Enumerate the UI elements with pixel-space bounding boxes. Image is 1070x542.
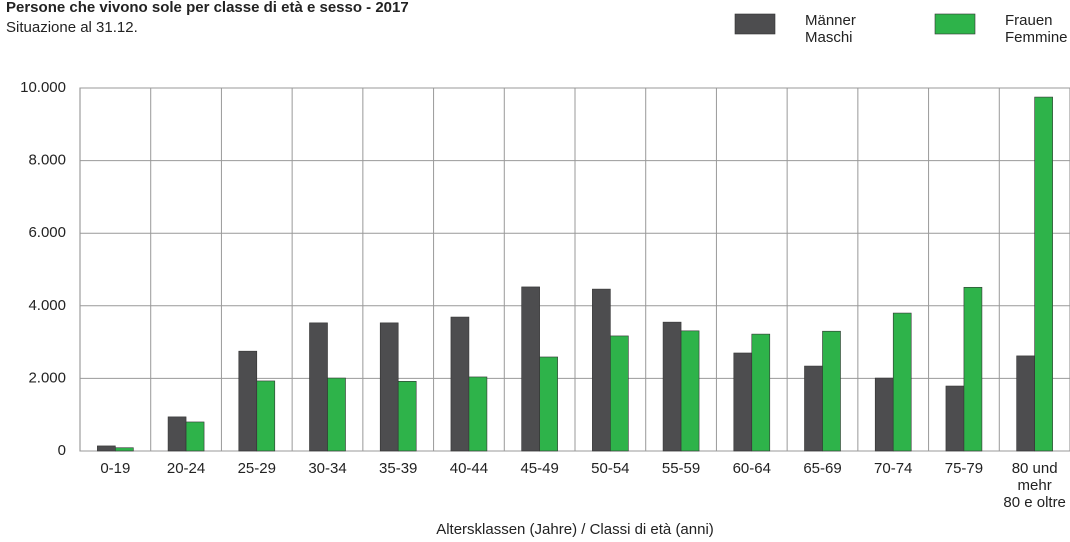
- bar: [945, 385, 965, 452]
- x-axis-label: Altersklassen (Jahre) / Classi di età (a…: [436, 521, 714, 538]
- bar: [256, 380, 276, 452]
- bar: [963, 286, 983, 452]
- bar: [662, 321, 682, 452]
- x-tick-label: 80 und mehr 80 e oltre: [1003, 460, 1066, 511]
- chart-subtitle: Situazione al 31.12.: [6, 19, 138, 36]
- bar: [238, 350, 258, 452]
- x-tick-label: 45-49: [520, 460, 559, 477]
- x-tick-label: 75-79: [944, 460, 984, 477]
- y-tick-label: 2.000: [28, 369, 66, 386]
- legend-label: Frauen Femmine: [1005, 12, 1068, 46]
- bar: [115, 447, 134, 452]
- legend-swatch: [934, 13, 976, 35]
- bar: [751, 333, 771, 452]
- y-tick-label: 4.000: [28, 297, 66, 314]
- bar: [309, 322, 328, 452]
- bar: [539, 356, 558, 452]
- y-tick-label: 0: [58, 442, 66, 459]
- bar: [874, 377, 894, 452]
- x-tick-label: 60-64: [732, 460, 771, 477]
- bar: [733, 352, 753, 452]
- bar: [397, 381, 417, 452]
- bar: [680, 330, 700, 452]
- bar: [1016, 355, 1035, 452]
- bar: [822, 330, 841, 452]
- x-tick-label: 35-39: [379, 460, 418, 477]
- bar: [592, 288, 611, 452]
- bar: [1034, 96, 1053, 452]
- x-tick-label: 55-59: [661, 460, 701, 477]
- x-tick-label: 30-34: [308, 460, 347, 477]
- y-tick-label: 8.000: [28, 152, 66, 169]
- x-tick-label: 25-29: [237, 460, 276, 477]
- x-tick-label: 65-69: [803, 460, 842, 477]
- legend-swatch: [734, 13, 776, 35]
- x-tick-label: 40-44: [449, 460, 489, 477]
- bar: [892, 312, 912, 452]
- x-tick-label: 70-74: [874, 460, 913, 477]
- chart-title: Persone che vivono sole per classe di et…: [6, 0, 409, 16]
- bar: [167, 416, 187, 452]
- bar: [185, 421, 205, 452]
- x-tick-label: 0-19: [100, 460, 131, 477]
- bar: [450, 316, 470, 452]
- x-tick-label: 50-54: [591, 460, 630, 477]
- bar: [468, 376, 488, 452]
- bar: [327, 377, 346, 452]
- bar: [804, 365, 823, 452]
- bar: [379, 322, 399, 452]
- legend-label: Männer Maschi: [805, 12, 856, 46]
- x-tick-label: 20-24: [166, 460, 206, 477]
- bar: [97, 445, 116, 452]
- y-tick-label: 6.000: [28, 224, 66, 241]
- bar: [521, 286, 540, 452]
- bar: [610, 335, 629, 452]
- y-tick-label: 10.000: [20, 79, 66, 96]
